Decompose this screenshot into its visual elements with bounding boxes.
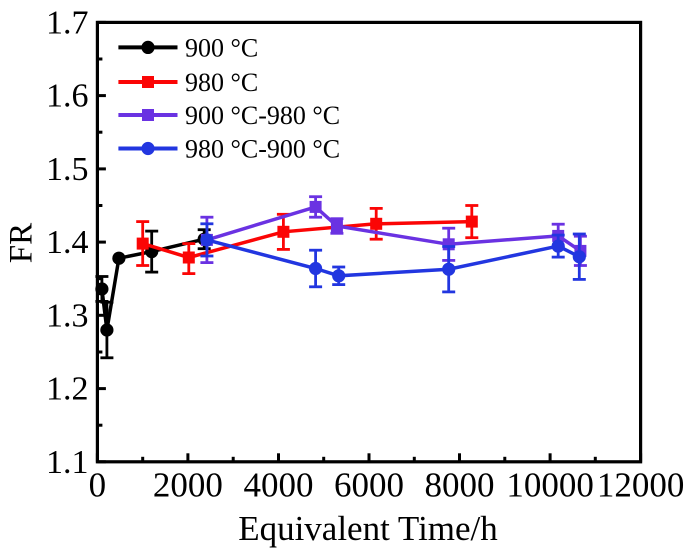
svg-text:FR: FR <box>4 223 40 263</box>
svg-text:4000: 4000 <box>244 466 314 505</box>
svg-text:12000: 12000 <box>597 466 685 505</box>
svg-text:900 °C: 900 °C <box>185 33 258 62</box>
svg-text:1.6: 1.6 <box>46 78 89 115</box>
svg-text:1.3: 1.3 <box>46 297 89 334</box>
svg-text:6000: 6000 <box>334 466 404 505</box>
svg-text:1.1: 1.1 <box>46 444 89 481</box>
svg-text:Equivalent Time/h: Equivalent Time/h <box>238 509 498 548</box>
svg-text:10000: 10000 <box>506 466 594 505</box>
svg-text:980 °C: 980 °C <box>185 68 258 97</box>
svg-text:2000: 2000 <box>153 466 223 505</box>
svg-text:1.5: 1.5 <box>46 151 89 188</box>
svg-text:1.4: 1.4 <box>46 224 89 261</box>
svg-text:1.7: 1.7 <box>46 4 89 41</box>
svg-text:8000: 8000 <box>425 466 495 505</box>
svg-text:980 °C-900 °C: 980 °C-900 °C <box>185 135 340 164</box>
svg-text:0: 0 <box>89 466 107 505</box>
svg-text:1.2: 1.2 <box>46 371 89 408</box>
svg-text:900 °C-980 °C: 900 °C-980 °C <box>185 101 340 130</box>
